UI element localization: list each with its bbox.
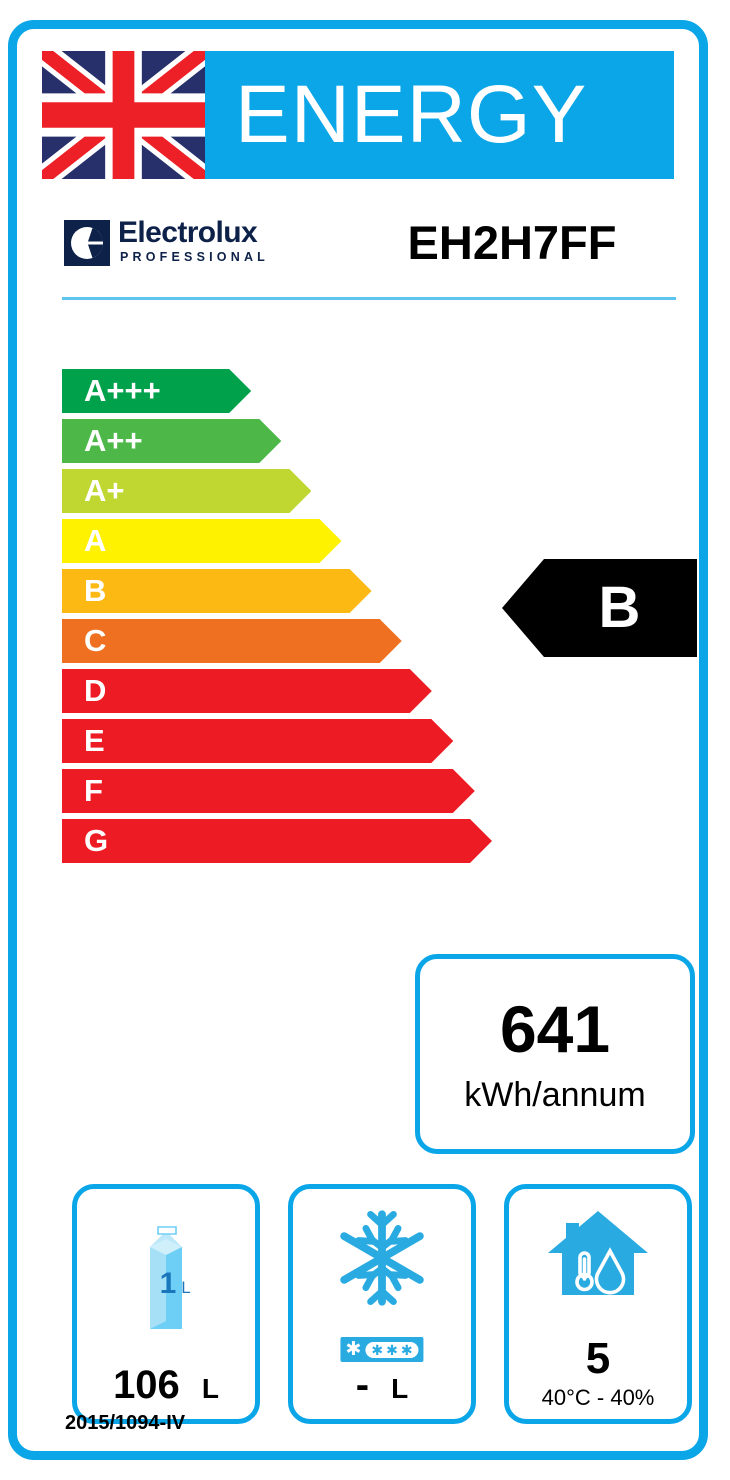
class-label: A++ [84,423,143,458]
scale-row: A+++ [62,369,492,413]
fridge-volume-box: 1 L 106 L [72,1184,260,1424]
scale-row: G [62,819,492,863]
electrolux-logo: Electrolux PROFESSIONAL [64,218,274,274]
regulation-reference: 2015/1094-IV [65,1412,186,1434]
consumption-unit: kWh/annum [464,1076,646,1114]
fridge-volume-value-row: 106 L [77,1365,255,1405]
rating-class-letter: B [598,575,641,640]
rating-arrow: B [502,559,697,657]
brand-wordmark: Electrolux [118,216,258,249]
class-arrow-e: E [62,719,453,763]
milk-carton-icon: 1 L [77,1201,255,1351]
star-icon: ✱ [400,1341,413,1358]
class-label: A [84,523,107,558]
energy-label: ENERGY Electrolux PROFESSIONAL EH2H7FF A… [8,20,708,1460]
star-pill: ✱ ✱ ✱ [365,1341,419,1358]
climate-class-box: 5 40°C - 40% [504,1184,692,1424]
svg-text:L: L [181,1278,190,1297]
brand-subtitle: PROFESSIONAL [120,250,270,264]
annual-consumption-box: 641 kWh/annum [415,954,695,1154]
class-label: G [84,823,109,858]
class-arrow-a3: A+++ [62,369,251,413]
model-name: EH2H7FF [407,216,617,269]
uk-flag-icon [42,51,205,179]
scale-row: A+ [62,469,492,513]
snowflake-icon [293,1193,471,1323]
climate-class-value-row: 5 40°C - 40% [509,1337,687,1409]
electrolux-mark-icon [64,220,110,266]
freezer-volume-value: - [355,1363,370,1407]
star-icon: ✱ [345,1339,362,1360]
freezer-volume-box: ✱ ✱ ✱ ✱ - L [288,1184,476,1424]
class-label: A+++ [84,373,161,408]
svg-text:1: 1 [160,1267,177,1300]
freezer-volume-value-row: - L [293,1365,471,1405]
scale-row: A [62,519,492,563]
class-arrow-f: F [62,769,475,813]
class-arrow-c: C [62,619,402,663]
star-icon: ✱ [371,1341,384,1358]
energy-band: ENERGY [205,51,674,179]
freezer-star-rating-icon: ✱ ✱ ✱ ✱ [340,1337,424,1362]
class-label: E [84,723,105,758]
house-climate-icon [509,1203,687,1303]
climate-conditions: 40°C - 40% [541,1385,655,1410]
class-arrow-a1: A+ [62,469,311,513]
class-label: D [84,673,107,708]
scale-row: A++ [62,419,492,463]
class-arrow-a: A [62,519,342,563]
class-arrow-b: B [62,569,372,613]
class-arrow-a2: A++ [62,419,281,463]
brand-row: Electrolux PROFESSIONAL EH2H7FF [42,204,692,294]
energy-class-scale: A+++ A++ A+ A B C D E F G [62,369,492,869]
fridge-volume-value: 106 [113,1363,180,1407]
scale-row: D [62,669,492,713]
class-label: B [84,573,107,608]
climate-class-value: 5 [585,1334,611,1383]
freezer-volume-unit: L [391,1373,409,1404]
class-arrow-g: G [62,819,492,863]
label-header: ENERGY [42,51,674,179]
fridge-volume-unit: L [201,1373,219,1404]
star-icon: ✱ [386,1341,398,1358]
class-label: F [84,773,103,808]
class-label: A+ [84,473,125,508]
class-arrow-d: D [62,669,432,713]
bottom-info-row: 1 L 106 L [72,1184,692,1424]
scale-row: E [62,719,492,763]
class-label: C [84,623,107,658]
energy-title: ENERGY [235,69,588,160]
scale-row: B [62,569,492,613]
header-divider [62,297,676,300]
scale-row: F [62,769,492,813]
consumption-value: 641 [499,992,611,1066]
scale-row: C [62,619,492,663]
